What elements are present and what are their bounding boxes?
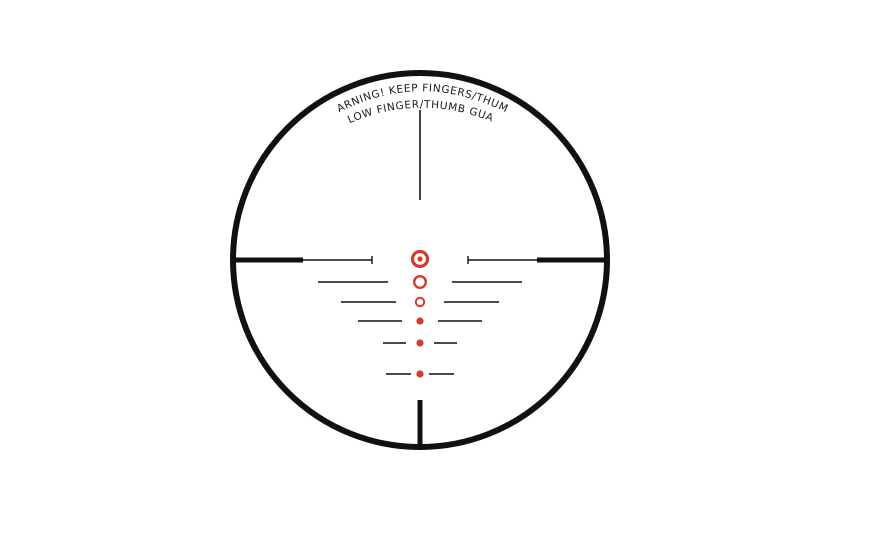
warning-line-1: WARNING! KEEP FINGERS/THUMB xyxy=(0,0,510,115)
aim-dot-3 xyxy=(416,370,424,378)
aim-ring-large xyxy=(410,249,430,269)
aim-ring-small xyxy=(414,296,426,308)
aim-dot-1 xyxy=(416,317,424,325)
warning-line-2: BELOW FINGER/THUMB GUARD xyxy=(0,0,495,126)
aim-dot-center xyxy=(417,256,423,262)
aim-dot-2 xyxy=(416,339,424,347)
warning-text-line-2: BELOW FINGER/THUMB GUARD xyxy=(0,0,495,126)
warning-text-line-1: WARNING! KEEP FINGERS/THUMB xyxy=(0,0,510,115)
aim-ring-medium xyxy=(413,275,428,290)
